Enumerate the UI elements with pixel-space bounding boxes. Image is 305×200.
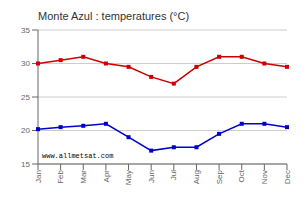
svg-text:30: 30 — [21, 59, 30, 68]
svg-text:Nov: Nov — [260, 170, 269, 184]
svg-text:15: 15 — [21, 160, 30, 169]
svg-text:Aug: Aug — [192, 170, 201, 184]
svg-text:35: 35 — [21, 26, 30, 35]
svg-text:Apr: Apr — [102, 170, 111, 183]
svg-text:Jun: Jun — [147, 170, 156, 183]
svg-text:Oct: Oct — [237, 169, 246, 182]
html-text:www.allmetsat.com: www.allmetsat.com — [42, 152, 114, 160]
svg-text:25: 25 — [21, 93, 30, 102]
svg-text:May: May — [124, 170, 133, 185]
svg-text:Dec: Dec — [283, 170, 292, 184]
svg-text:20: 20 — [21, 126, 30, 135]
svg-text:Jan: Jan — [34, 170, 43, 183]
svg-text:Sep: Sep — [215, 169, 224, 184]
svg-text:Mar: Mar — [79, 170, 88, 184]
html-text:Monte Azul : temperatures (°C): Monte Azul : temperatures (°C) — [38, 10, 190, 22]
svg-text:Jul: Jul — [169, 170, 178, 180]
svg-text:Feb: Feb — [56, 169, 65, 183]
